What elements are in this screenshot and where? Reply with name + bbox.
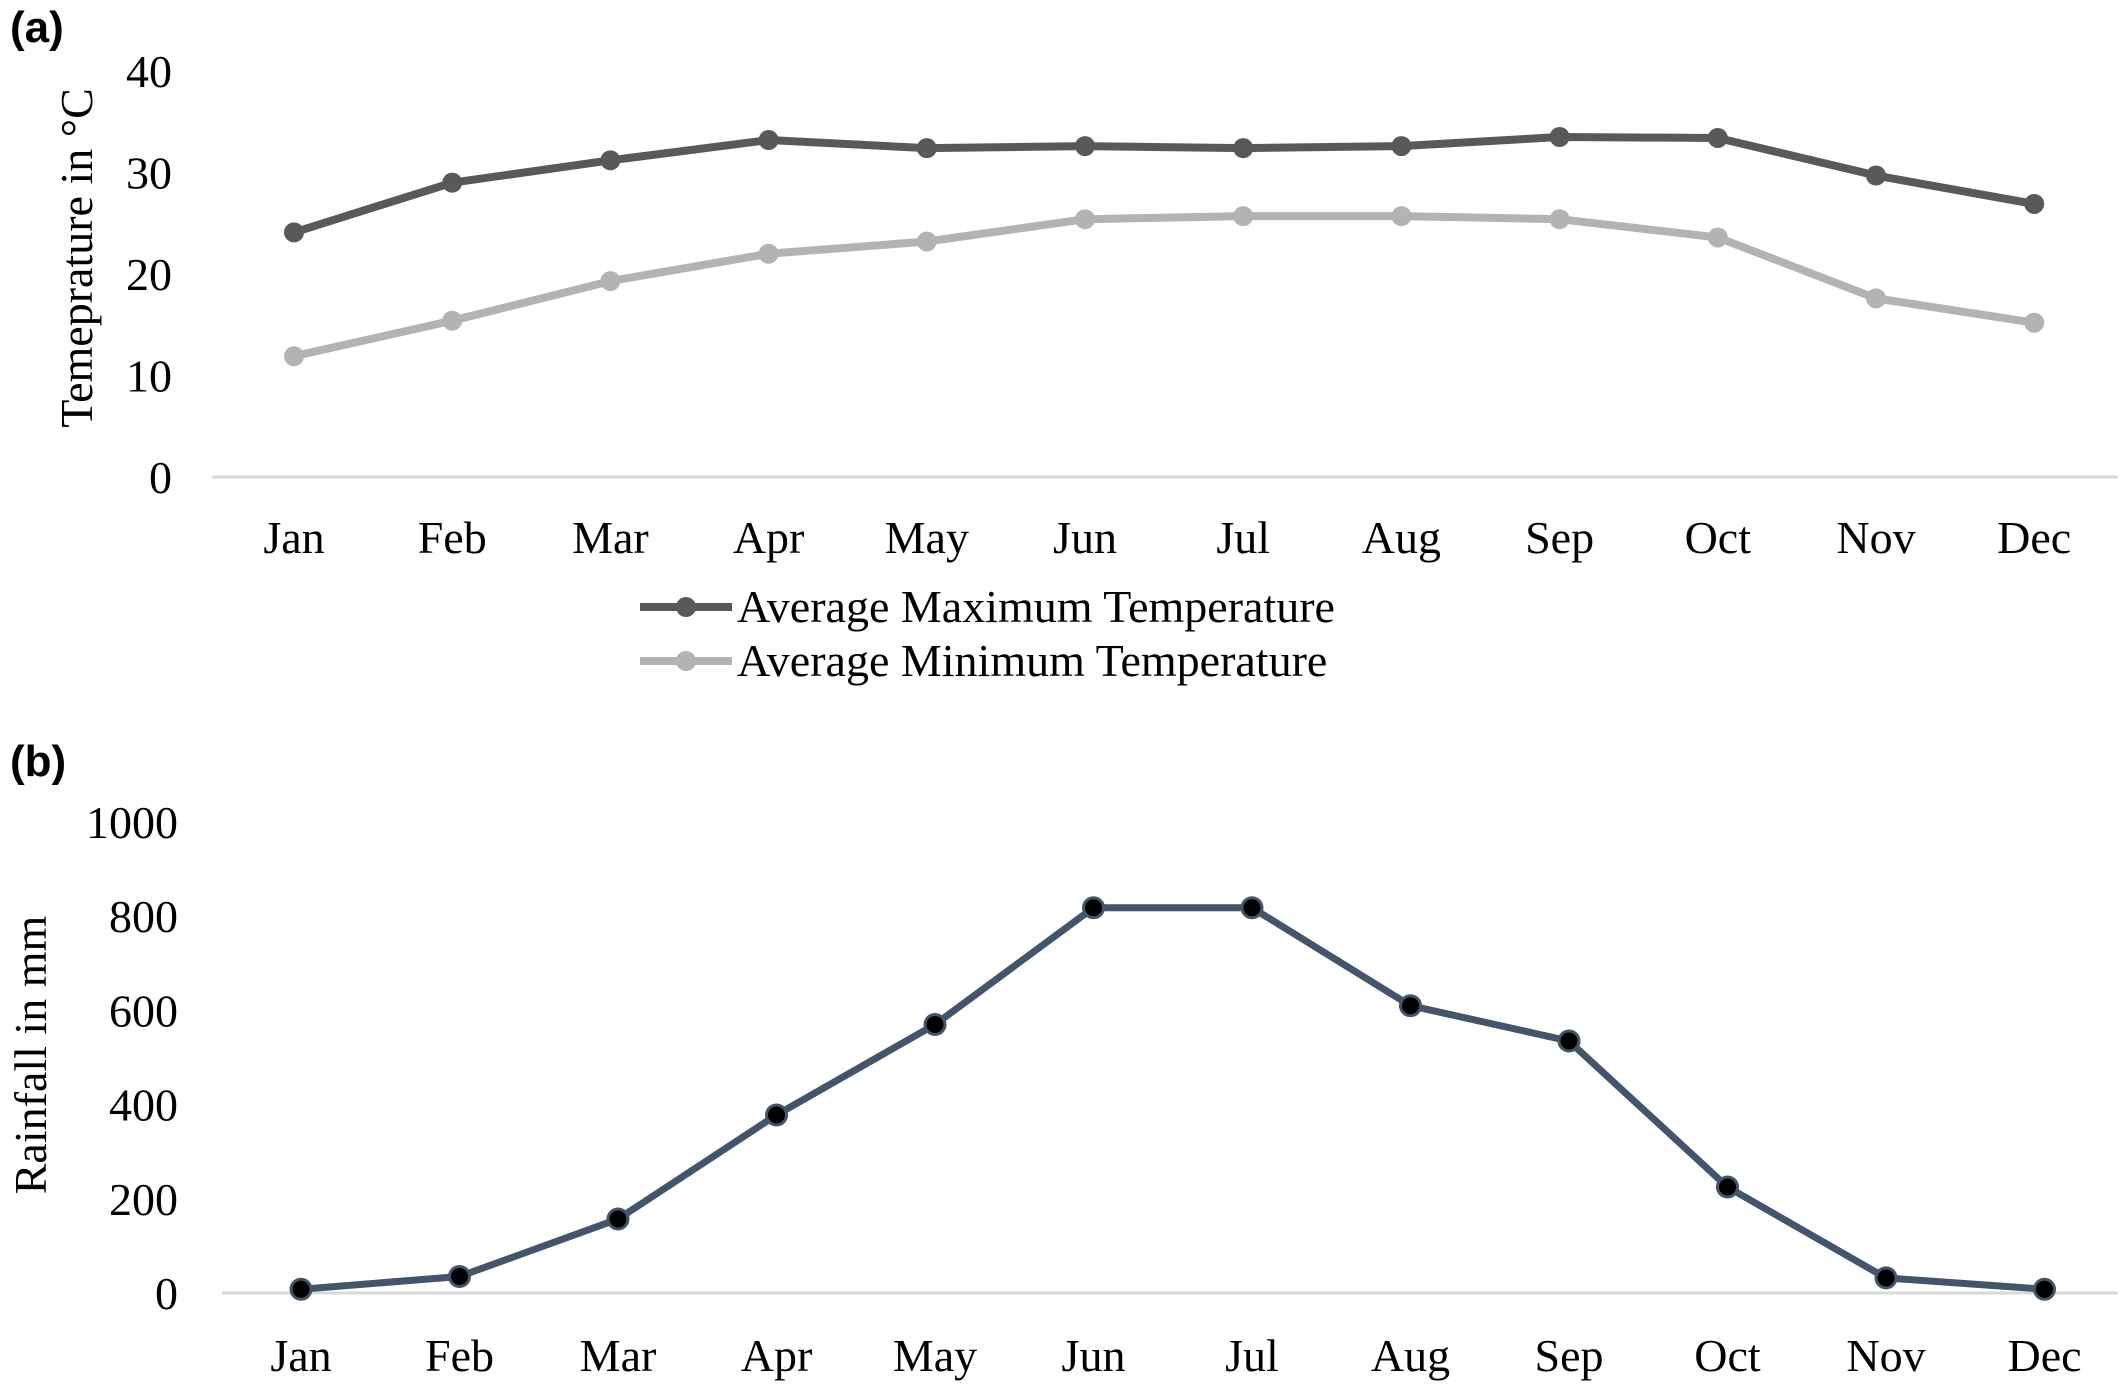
temperature-x-tick-sep: Sep (1525, 512, 1594, 563)
temperature-y-ticks: 0 10 20 30 40 (126, 46, 172, 503)
temperature-max-point-aug (1391, 136, 1412, 157)
temperature-x-tick-aug: Aug (1362, 512, 1441, 563)
rainfall-rainfall-point-dec (2033, 1277, 2056, 1301)
rainfall-x-tick-jan: Jan (270, 1330, 331, 1381)
temperature-x-tick-dec: Dec (1997, 512, 2071, 563)
temperature-max-point-jun (1075, 136, 1095, 157)
rainfall-rainfall-point-jul (1240, 896, 1264, 920)
rainfall-chart: (b) Rainfall in mm 0 200 400 600 800 1000 Jan… (5, 737, 2118, 1381)
legend-entry-max: Average Maximum Temperature (640, 581, 1335, 632)
temperature-chart: (a) Temeprature in °C 0 10 20 30 40 Jan Feb Ma… (10, 3, 2118, 686)
temperature-max-point-mar (600, 150, 621, 171)
temperature-max-point-may (916, 138, 937, 159)
temperature-y-tick-0: 0 (149, 452, 172, 503)
temperature-x-tick-may: May (885, 512, 969, 563)
temperature-max-point-apr (758, 130, 779, 151)
rainfall-x-tick-sep: Sep (1535, 1330, 1604, 1381)
rainfall-x-ticks: Jan Feb Mar Apr May Jun Jul Aug Sep Oct Nov Dec (270, 1330, 2081, 1381)
temperature-x-tick-feb: Feb (418, 512, 487, 563)
rainfall-x-tick-nov: Nov (1846, 1330, 1925, 1381)
rainfall-y-ticks: 0 200 400 600 800 1000 (86, 797, 178, 1319)
temperature-max-point-nov (1866, 165, 1886, 186)
temperature-min-point-apr (758, 243, 779, 264)
rainfall-x-tick-feb: Feb (425, 1330, 494, 1381)
temperature-min-line (290, 212, 2039, 361)
temperature-y-axis-title: Temeprature in °C (51, 88, 102, 428)
temperature-legend: Average Maximum Temperature Average Mini… (640, 581, 1335, 686)
temperature-x-tick-nov: Nov (1836, 512, 1915, 563)
temperature-max-point-jan (284, 222, 304, 243)
temperature-min-point-jan (284, 346, 304, 367)
rainfall-y-tick-400: 400 (109, 1080, 178, 1131)
rainfall-x-tick-aug: Aug (1371, 1330, 1450, 1381)
temperature-min-point-may (916, 231, 937, 252)
temperature-y-tick-10: 10 (126, 351, 172, 402)
rainfall-y-axis-title: Rainfall in mm (5, 916, 56, 1195)
temperature-min-point-aug (1391, 206, 1412, 227)
temperature-x-tick-jan: Jan (263, 512, 324, 563)
temperature-max-point-sep (1549, 126, 1570, 147)
rainfall-x-tick-dec: Dec (2007, 1330, 2081, 1381)
rainfall-x-tick-jul: Jul (1225, 1330, 1279, 1381)
temperature-x-ticks: Jan Feb Mar Apr May Jun Jul Aug Sep Oct Nov Dec (263, 512, 2071, 563)
temperature-x-tick-jun: Jun (1053, 512, 1117, 563)
rainfall-rainfall-point-feb (448, 1265, 471, 1289)
rainfall-rainfall-point-aug (1399, 994, 1422, 1018)
temperature-x-tick-oct: Oct (1685, 512, 1752, 563)
temperature-min-point-dec (2024, 312, 2045, 333)
rainfall-rainfall-point-jun (1082, 896, 1105, 920)
legend-swatch-max-marker (676, 597, 696, 617)
rainfall-y-tick-200: 200 (109, 1174, 178, 1225)
temperature-min-point-feb (442, 310, 463, 331)
rainfall-y-tick-0: 0 (155, 1268, 178, 1319)
rainfall-y-tick-800: 800 (109, 891, 178, 942)
rainfall-x-tick-oct: Oct (1694, 1330, 1761, 1381)
temperature-max-point-oct (1707, 127, 1728, 148)
temperature-min-point-sep (1549, 209, 1570, 230)
temperature-y-tick-30: 30 (126, 148, 172, 199)
temperature-max-point-feb (442, 172, 463, 193)
rainfall-rainfall-point-apr (765, 1103, 788, 1127)
rainfall-rainfall-point-may (923, 1013, 947, 1037)
panel-label-b: (b) (10, 737, 66, 786)
temperature-min-point-nov (1866, 288, 1886, 309)
rainfall-y-tick-600: 600 (109, 985, 178, 1036)
rainfall-rainfall-point-oct (1716, 1175, 1739, 1199)
legend-entry-min: Average Minimum Temperature (640, 635, 1327, 686)
legend-label-min: Average Minimum Temperature (737, 635, 1327, 686)
rainfall-x-tick-may: May (893, 1330, 977, 1381)
temperature-x-tick-apr: Apr (733, 512, 805, 563)
rainfall-x-tick-mar: Mar (580, 1330, 657, 1381)
rainfall-rainfall-point-mar (606, 1207, 630, 1231)
panel-label-a: (a) (10, 3, 64, 52)
rainfall-x-tick-apr: Apr (741, 1330, 813, 1381)
rainfall-rainfall-point-jan (289, 1277, 313, 1301)
rainfall-y-tick-1000: 1000 (86, 797, 178, 848)
rainfall-x-tick-jun: Jun (1062, 1330, 1126, 1381)
rainfall-series (289, 896, 2056, 1301)
temperature-y-tick-40: 40 (126, 46, 172, 97)
rainfall-rainfall-point-nov (1874, 1266, 1898, 1290)
legend-swatch-min-marker (676, 651, 696, 671)
temperature-x-tick-mar: Mar (572, 512, 649, 563)
temperature-max-point-jul (1233, 138, 1254, 159)
rainfall-rainfall-line (297, 904, 2048, 1293)
rainfall-rainfall-point-sep (1557, 1029, 1581, 1053)
temperature-min-point-jul (1233, 206, 1254, 227)
temperature-min-point-jun (1075, 209, 1095, 230)
temperature-series (284, 126, 2045, 367)
temperature-x-tick-jul: Jul (1216, 512, 1270, 563)
temperature-max-line (290, 132, 2039, 237)
temperature-min-point-oct (1707, 227, 1728, 248)
temperature-min-point-mar (600, 271, 621, 292)
legend-label-max: Average Maximum Temperature (737, 581, 1335, 632)
temperature-max-point-dec (2024, 193, 2045, 214)
temperature-y-tick-20: 20 (126, 249, 172, 300)
